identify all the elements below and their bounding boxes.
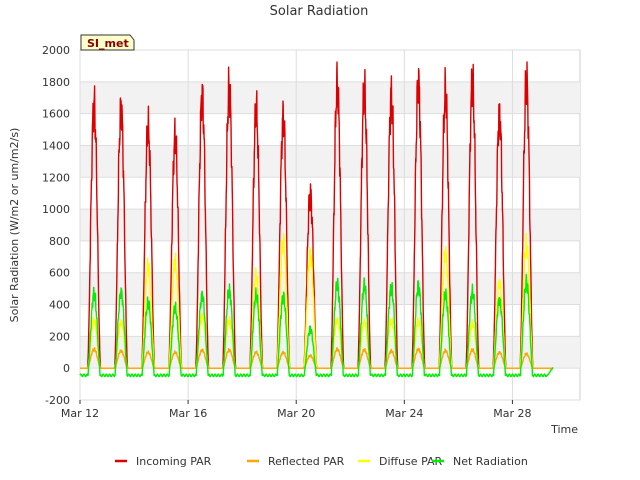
y-tick-label: 400 <box>49 299 70 312</box>
legend-label: Net Radiation <box>453 455 528 468</box>
x-tick-label: Mar 28 <box>493 407 531 420</box>
y-tick-label: 2000 <box>42 44 70 57</box>
legend-label: Incoming PAR <box>136 455 212 468</box>
y-axis-ticks: -200 0 200 400 600 800 1000 1200 1400 1600 1800 200… <box>42 44 70 407</box>
grid-band <box>80 81 580 114</box>
y-tick-label: 800 <box>49 235 70 248</box>
grid-band <box>80 272 580 305</box>
series-line-reflected-par <box>79 347 554 369</box>
chart-title: Solar Radiation <box>270 4 369 19</box>
legend-label: Reflected PAR <box>268 455 345 468</box>
legend: Incoming PAR Reflected PAR Diffuse PAR Net … <box>115 455 528 468</box>
legend-label: Diffuse PAR <box>379 455 443 468</box>
y-tick-label: -200 <box>45 394 70 407</box>
x-axis-ticks: Mar 12 Mar 16 Mar 20 Mar 24 Mar 28 <box>61 400 532 420</box>
y-axis-label: Solar Radiation (W/m2 or um/m2/s) <box>8 128 21 323</box>
grid-band <box>80 336 580 369</box>
y-tick-label: 1400 <box>42 139 70 152</box>
site-label: SI_met <box>87 37 129 50</box>
site-label-box: SI_met <box>80 34 135 51</box>
y-tick-label: 200 <box>49 330 70 343</box>
series-lines <box>79 61 554 378</box>
y-tick-label: 1000 <box>42 203 70 216</box>
y-tick-label: 1200 <box>42 171 70 184</box>
y-tick-label: 1800 <box>42 76 70 89</box>
x-tick-label: Mar 20 <box>277 407 315 420</box>
x-tick-label: Mar 12 <box>61 407 99 420</box>
y-tick-label: 600 <box>49 267 70 280</box>
grid-band <box>80 145 580 178</box>
series-line-net-radiation <box>79 273 554 378</box>
y-tick-label: 0 <box>63 362 70 375</box>
x-tick-label: Mar 24 <box>385 407 423 420</box>
grid-band <box>80 209 580 241</box>
x-tick-label: Mar 16 <box>169 407 207 420</box>
x-axis-label: Time <box>550 423 578 436</box>
y-tick-label: 1600 <box>42 108 70 121</box>
